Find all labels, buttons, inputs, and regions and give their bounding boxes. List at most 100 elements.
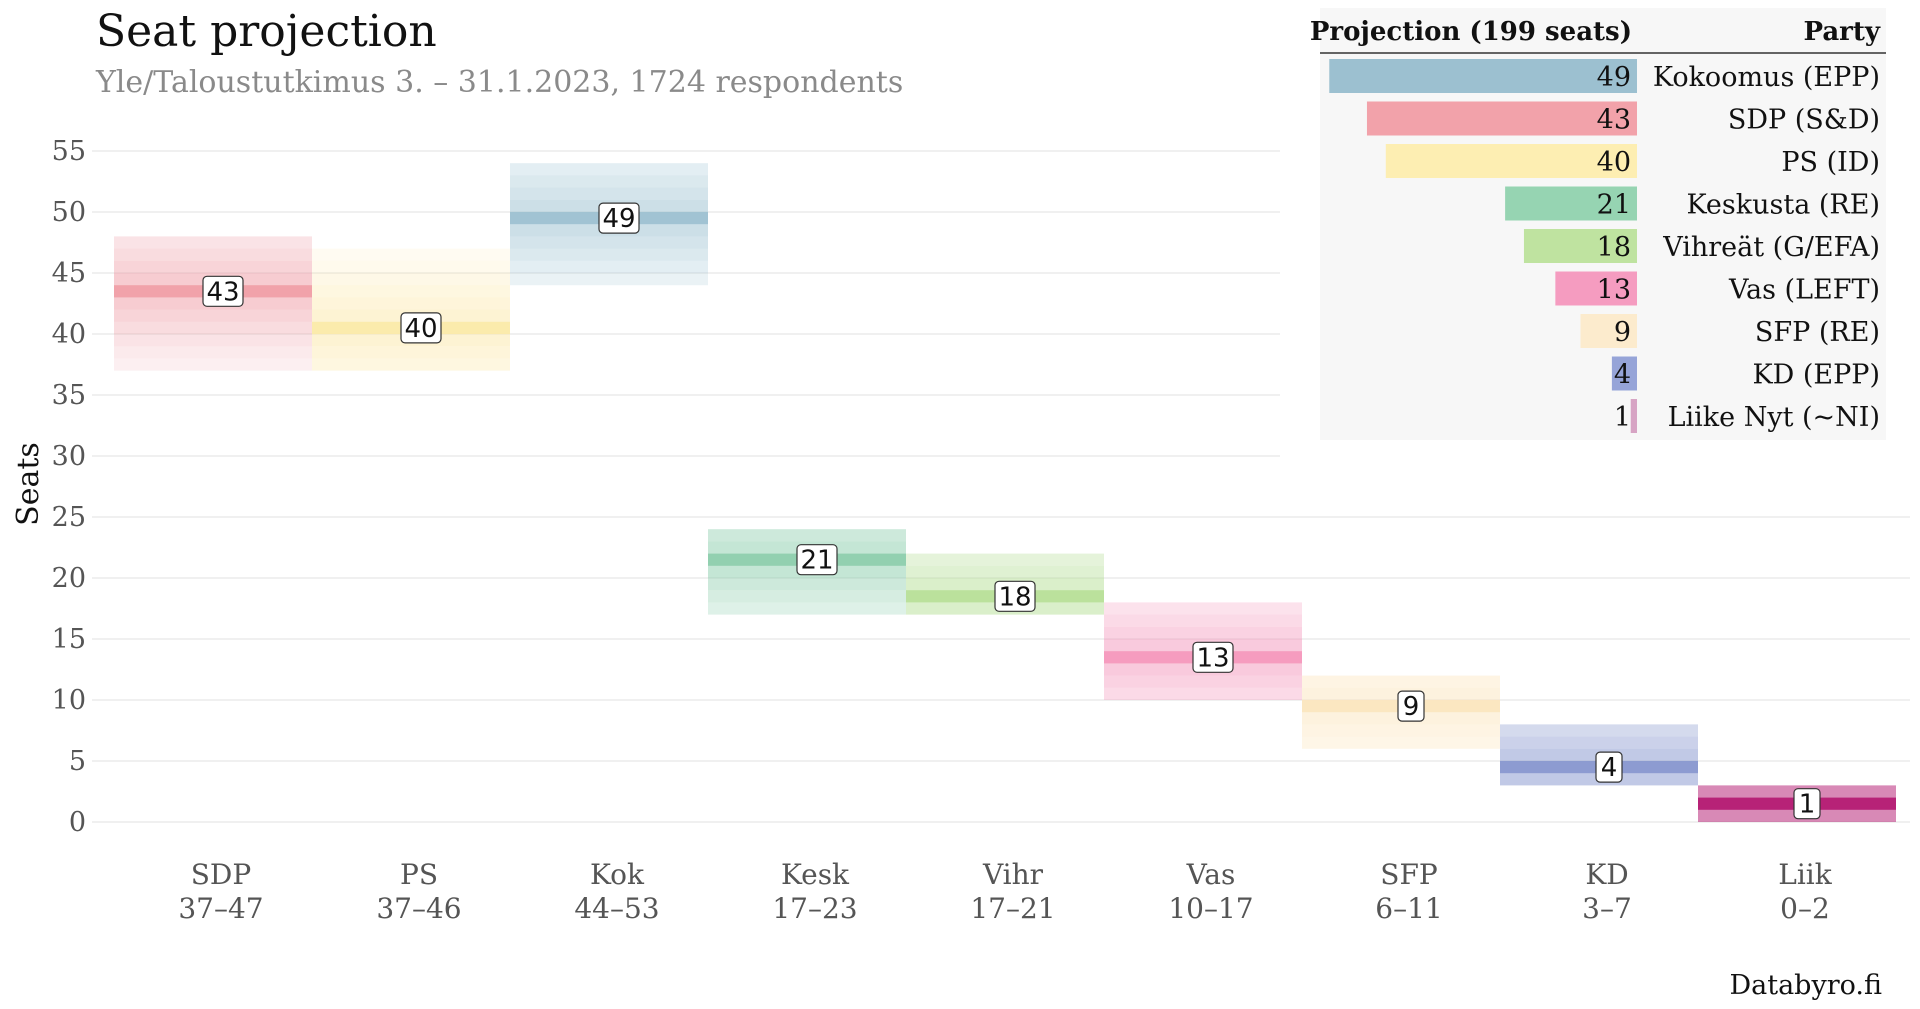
seat-probability-band — [114, 236, 312, 249]
y-tick-label: 50 — [52, 197, 86, 228]
value-label-box — [796, 544, 838, 576]
y-tick-label: 20 — [52, 563, 86, 594]
source-credit: Databyro.fi — [1729, 970, 1882, 1001]
seat-probability-band — [312, 297, 510, 310]
legend-bar — [1505, 186, 1637, 221]
seat-probability-band — [312, 273, 510, 286]
legend-bar — [1385, 144, 1637, 178]
value-label-kok: 49 — [598, 202, 640, 234]
seat-probability-band — [1104, 614, 1302, 627]
x-tick-range: 37–46 — [376, 892, 461, 925]
x-tick-label: Kok — [590, 858, 645, 891]
chart-title: Seat projection — [96, 6, 437, 57]
x-tick-label: SFP — [1380, 858, 1437, 891]
x-tick-range: 3–7 — [1582, 892, 1632, 925]
seat-probability-band — [114, 358, 312, 371]
legend-bar — [1611, 356, 1637, 391]
value-label-vihr: 18 — [994, 580, 1036, 612]
legend-party: SDP (S&D) — [1728, 105, 1880, 136]
value-label-box — [598, 202, 640, 234]
legend-row: 4 KD (EPP) — [1611, 356, 1880, 391]
legend-bar — [1523, 229, 1637, 263]
legend-value: 13 — [1597, 275, 1631, 306]
value-label-text: 9 — [1403, 692, 1420, 722]
seat-probability-band — [114, 260, 312, 273]
seat-probability-band — [1302, 736, 1500, 749]
seat-probability-band — [312, 285, 510, 298]
legend-row: 1 Liike Nyt (~NI) — [1614, 399, 1880, 433]
x-tick-label: KD — [1585, 858, 1628, 891]
legend-party: Keskusta (RE) — [1686, 190, 1880, 221]
seat-probability-band — [510, 260, 708, 273]
legend-value: 21 — [1597, 190, 1631, 221]
seat-probability-band — [708, 578, 906, 591]
seat-probability-band — [312, 346, 510, 359]
value-label-sfp: 9 — [1397, 690, 1425, 722]
legend-party: Liike Nyt (~NI) — [1668, 402, 1880, 433]
value-label-text: 40 — [404, 314, 437, 344]
legend-value: 40 — [1597, 147, 1631, 178]
seat-probability-band — [1104, 602, 1302, 615]
seat-probability-band — [114, 346, 312, 359]
x-tick-range: 10–17 — [1168, 892, 1253, 925]
seat-probability-band — [510, 175, 708, 188]
seat-probability-band — [312, 248, 510, 261]
x-tick-label: Kesk — [781, 858, 850, 891]
seat-probability-band — [312, 260, 510, 273]
value-label-box — [1192, 641, 1234, 673]
x-tick-range: 17–21 — [970, 892, 1055, 925]
legend-row: 43 SDP (S&D) — [1366, 101, 1880, 136]
seat-probability-band — [510, 236, 708, 249]
value-label-text: 21 — [800, 546, 833, 576]
x-tick-range: 0–2 — [1780, 892, 1830, 925]
legend-rows: 49 Kokoomus (EPP)43 SDP (S&D)40 PS (ID)21 Ke… — [1329, 59, 1880, 433]
y-tick-label: 10 — [52, 685, 86, 716]
seat-probability-band — [1104, 675, 1302, 688]
value-label-box — [1397, 690, 1425, 722]
value-label-box — [1793, 788, 1821, 820]
legend-bar — [1630, 399, 1637, 433]
x-tick-range: 6–11 — [1375, 892, 1442, 925]
y-tick-label: 45 — [52, 258, 86, 289]
legend-header-party: Party — [1803, 17, 1880, 47]
range-band — [312, 248, 510, 371]
seat-probability-band — [114, 321, 312, 334]
legend-value: 1 — [1614, 402, 1631, 433]
seat-probability-band — [510, 248, 708, 261]
seat-probability-band — [1104, 626, 1302, 639]
legend-value: 49 — [1597, 62, 1631, 93]
seat-probability-band — [906, 565, 1104, 578]
y-axis-label: Seats — [11, 442, 46, 526]
legend-party: SFP (RE) — [1755, 317, 1880, 348]
legend-party: KD (EPP) — [1752, 360, 1880, 391]
band-ps — [312, 248, 510, 371]
x-tick-label: Liik — [1778, 858, 1833, 891]
projection-legend: Projection (199 seats) Party 49 Kokoomus … — [1310, 8, 1886, 440]
value-label-text: 1 — [1799, 790, 1816, 820]
y-tick-label: 30 — [52, 441, 86, 472]
value-label-box — [994, 580, 1036, 612]
seat-probability-band — [510, 163, 708, 176]
seat-probability-band — [1302, 675, 1500, 688]
legend-row: 13 Vas (LEFT) — [1555, 271, 1880, 306]
value-label-sdp: 43 — [202, 275, 244, 307]
seat-probability-band — [708, 590, 906, 603]
value-label-box — [400, 312, 442, 344]
seat-probability-band — [510, 187, 708, 200]
y-tick-label: 35 — [52, 380, 86, 411]
seat-probability-band — [510, 273, 708, 286]
value-label-box — [202, 275, 244, 307]
legend-party: Kokoomus (EPP) — [1653, 62, 1880, 93]
seat-probability-band — [906, 553, 1104, 566]
y-tick-label: 5 — [69, 746, 86, 777]
x-tick-range: 17–23 — [772, 892, 857, 925]
seat-probability-band — [1500, 736, 1698, 749]
legend-bar — [1329, 59, 1637, 93]
legend-bar — [1580, 314, 1637, 348]
y-tick-label: 55 — [52, 136, 86, 167]
seat-probability-band — [1302, 724, 1500, 737]
legend-party: Vas (LEFT) — [1728, 275, 1880, 306]
